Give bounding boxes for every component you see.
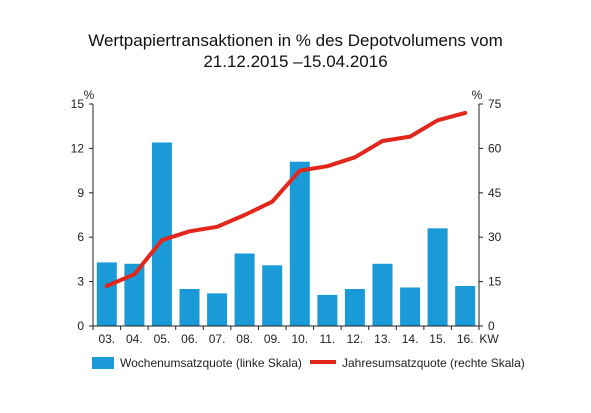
bar-14 — [400, 287, 421, 326]
chart-title-line-2: 21.12.2015 –15.04.2016 — [203, 52, 388, 71]
x-tick-label: 12. — [347, 332, 364, 346]
x-tick-label: 05. — [154, 332, 171, 346]
x-tick-label: 03. — [98, 332, 115, 346]
bar-11 — [317, 294, 338, 326]
x-tick-label: 14. — [402, 332, 419, 346]
right-tick-label: 0 — [488, 319, 495, 333]
left-tick-label: 3 — [77, 275, 84, 289]
left-tick-label: 12 — [71, 141, 85, 155]
bar-08 — [234, 253, 255, 326]
bar-07 — [207, 293, 228, 326]
x-tick-label: 07. — [209, 332, 226, 346]
left-tick-label: 0 — [77, 319, 84, 333]
x-axis-unit: KW — [479, 332, 499, 346]
line-series-jahresumsatzquote — [104, 110, 468, 288]
legend-bar-series: Wochenumsatzquote (linke Skala) — [92, 356, 302, 370]
left-axis-unit: % — [84, 88, 95, 102]
left-tick-label: 6 — [77, 230, 84, 244]
x-tick-label: 09. — [264, 332, 281, 346]
bar-04 — [124, 263, 145, 326]
bar-05 — [151, 142, 172, 326]
right-axis-unit: % — [472, 88, 483, 102]
x-tick-label: 04. — [126, 332, 143, 346]
x-tick-label: 06. — [181, 332, 198, 346]
right-tick-label: 30 — [488, 230, 502, 244]
chart-title-line-1: Wertpapiertransaktionen in % des Depotvo… — [88, 31, 503, 50]
x-tick-label: 08. — [236, 332, 253, 346]
legend-line-series: Jahresumsatzquote (rechte Skala) — [310, 356, 525, 370]
x-tick-label: 10. — [291, 332, 308, 346]
bar-09 — [262, 265, 283, 326]
bar-03 — [96, 262, 117, 326]
right-tick-label: 75 — [488, 97, 502, 111]
right-tick-label: 45 — [488, 186, 502, 200]
x-tick-label: 16. — [457, 332, 474, 346]
x-tick-label: 11. — [319, 332, 335, 346]
left-tick-label: 15 — [71, 97, 85, 111]
chart-title: Wertpapiertransaktionen in % des Depotvo… — [0, 30, 591, 72]
bar-13 — [372, 263, 393, 326]
bar-12 — [344, 289, 365, 326]
legend-line-label: Jahresumsatzquote (rechte Skala) — [342, 356, 525, 370]
bar-06 — [179, 289, 200, 326]
x-tick-label: 15. — [429, 332, 446, 346]
left-tick-label: 9 — [77, 186, 84, 200]
right-tick-label: 15 — [488, 275, 502, 289]
bar-10 — [289, 161, 310, 326]
legend-line-swatch — [310, 360, 336, 364]
bar-16 — [455, 286, 476, 326]
x-tick-label: 13. — [374, 332, 391, 346]
bar-15 — [427, 228, 448, 326]
legend-bar-swatch — [92, 357, 114, 369]
legend-bar-label: Wochenumsatzquote (linke Skala) — [120, 356, 302, 370]
right-tick-label: 60 — [488, 141, 502, 155]
